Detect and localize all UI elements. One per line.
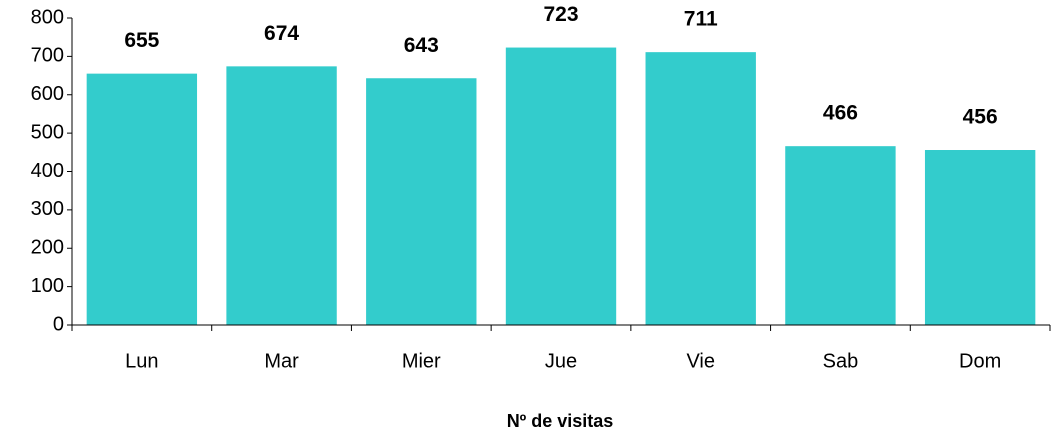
value-label: 711 xyxy=(684,8,718,31)
value-label: 655 xyxy=(124,29,159,52)
x-tick-label: Jue xyxy=(545,350,577,372)
x-axis-title: Nº de visitas xyxy=(507,411,614,431)
x-tick-label: Mier xyxy=(402,350,441,372)
bar xyxy=(924,150,1036,325)
y-tick-label: 300 xyxy=(31,198,64,220)
value-label-bg xyxy=(111,26,172,57)
y-tick-label: 100 xyxy=(31,275,64,297)
y-tick-label: 0 xyxy=(53,313,64,335)
y-tick-label: 200 xyxy=(31,237,64,259)
value-label: 643 xyxy=(404,34,439,57)
y-tick-label: 600 xyxy=(31,83,64,105)
value-label-bg xyxy=(531,0,591,31)
x-tick-label: Vie xyxy=(686,350,715,372)
x-tick-label: Sab xyxy=(823,350,859,372)
y-tick-label: 400 xyxy=(31,160,64,182)
y-tick-label: 800 xyxy=(31,6,64,28)
value-label-bg xyxy=(391,31,452,62)
value-label: 674 xyxy=(264,22,299,45)
bar xyxy=(645,52,756,326)
bar xyxy=(785,146,896,325)
y-tick-label: 700 xyxy=(31,45,64,67)
y-tick-label: 500 xyxy=(31,121,64,143)
value-label: 723 xyxy=(543,3,578,26)
value-label: 456 xyxy=(963,106,998,129)
bar xyxy=(226,66,337,325)
x-tick-label: Dom xyxy=(959,350,1001,372)
value-label-bg xyxy=(670,5,731,36)
value-label-bg xyxy=(950,103,1011,134)
value-label-bg xyxy=(251,19,312,50)
bar xyxy=(366,78,477,325)
x-tick-label: Lun xyxy=(125,350,158,372)
value-label: 466 xyxy=(823,102,858,125)
value-label-bg xyxy=(810,99,871,130)
bar xyxy=(86,73,198,325)
x-tick-label: Mar xyxy=(264,350,299,372)
bar xyxy=(505,47,617,326)
